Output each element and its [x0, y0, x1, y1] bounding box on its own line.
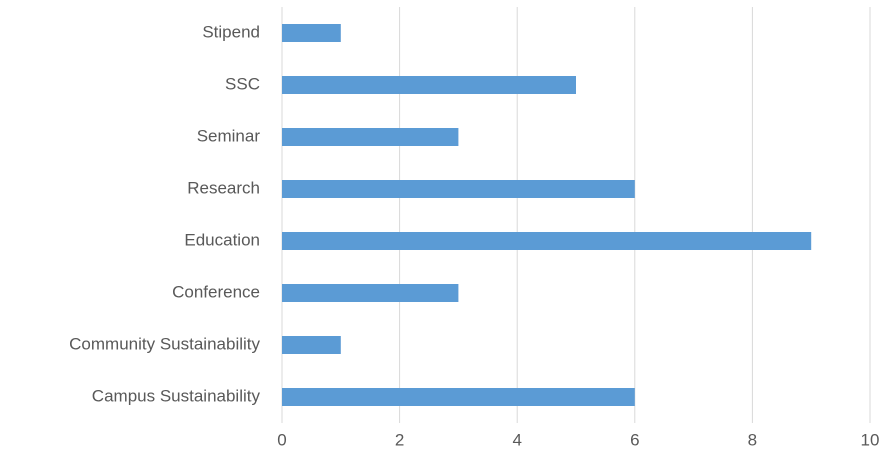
x-tick-label: 6	[630, 430, 639, 449]
y-tick-label: Campus Sustainability	[92, 386, 261, 405]
bar	[282, 336, 341, 354]
y-tick-label: Education	[184, 230, 260, 249]
x-tick-label: 10	[861, 430, 880, 449]
y-tick-label: Stipend	[202, 22, 260, 41]
x-tick-label: 4	[512, 430, 521, 449]
bar	[282, 76, 576, 94]
y-tick-label: SSC	[225, 74, 260, 93]
x-tick-label: 8	[748, 430, 757, 449]
bar	[282, 284, 459, 302]
bar	[282, 180, 635, 198]
y-tick-label: Seminar	[197, 126, 261, 145]
bar	[282, 388, 635, 406]
x-tick-label: 0	[277, 430, 286, 449]
y-tick-label: Research	[187, 178, 260, 197]
x-tick-label: 2	[395, 430, 404, 449]
y-tick-label: Community Sustainability	[69, 334, 260, 353]
bar	[282, 128, 459, 146]
bar	[282, 232, 812, 250]
bar	[282, 24, 341, 42]
y-tick-label: Conference	[172, 282, 260, 301]
